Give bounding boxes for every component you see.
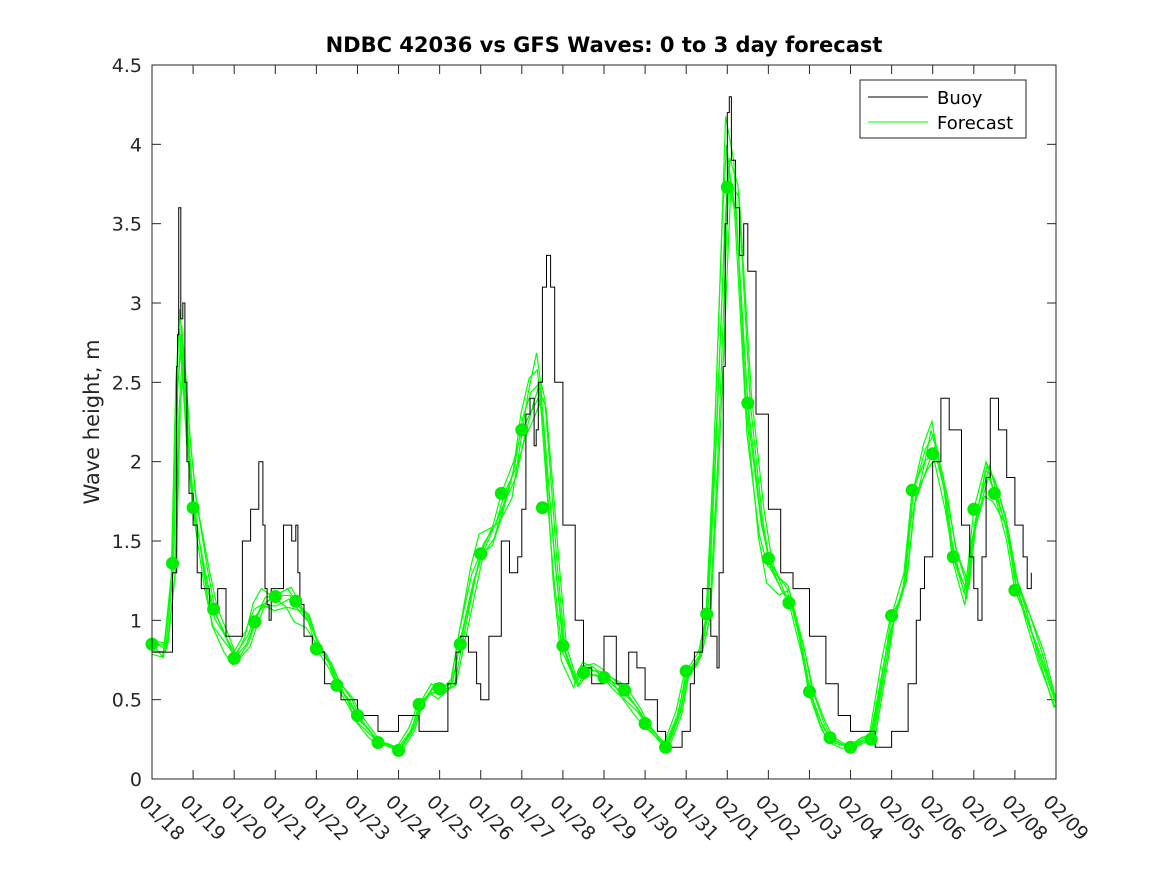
y-tick-labels: 0 0.5 1 1.5 2 2.5 3 3.5 4 4.5 [112, 55, 142, 791]
forecast-marker [166, 556, 179, 570]
forecast-marker [227, 651, 241, 665]
forecast-line [151, 145, 1056, 749]
forecast-marker [453, 637, 467, 651]
forecast-marker [597, 671, 611, 684]
forecast-line [151, 116, 1055, 749]
y-tick-label: 4.5 [112, 55, 142, 77]
legend-buoy-label: Buoy [937, 88, 983, 109]
forecast-marker [474, 547, 488, 561]
forecast-marker [782, 596, 796, 610]
forecast-marker [905, 483, 919, 497]
forecast-marker [556, 639, 570, 653]
chart-title: NDBC 42036 vs GFS Waves: 0 to 3 day fore… [326, 33, 883, 57]
forecast-marker [330, 678, 344, 692]
y-tick-label: 1 [130, 610, 142, 632]
forecast-marker [987, 486, 1001, 500]
forecast-marker [638, 717, 652, 730]
forecast-marker [844, 740, 857, 754]
y-tick-label: 2.5 [112, 372, 142, 394]
y-tick-label: 4 [130, 134, 142, 156]
forecast-marker [392, 743, 405, 757]
forecast-marker [967, 502, 981, 516]
axes-box [151, 64, 1057, 780]
y-tick-label: 1.5 [112, 531, 142, 553]
y-axis-label: Wave height, m [80, 339, 104, 504]
forecast-marker [700, 607, 714, 621]
forecast-marker [577, 666, 590, 680]
forecast-marker [926, 447, 940, 461]
forecast-marker [535, 501, 549, 515]
forecast-marker [412, 697, 426, 711]
forecast-marker [761, 552, 775, 565]
forecast-marker [885, 609, 899, 623]
y-tick-label: 3.5 [112, 214, 142, 236]
forecast-marker [741, 396, 755, 410]
forecast-marker [351, 709, 364, 722]
forecast-markers [145, 180, 1022, 757]
forecast-marker [823, 731, 837, 745]
y-tick-label: 2 [130, 452, 142, 474]
forecast-marker [1008, 583, 1022, 597]
forecast-marker [186, 501, 200, 515]
y-tick-label: 0 [130, 769, 142, 791]
forecast-marker [946, 550, 960, 564]
forecast-marker [433, 682, 447, 696]
forecast-marker [248, 615, 262, 629]
buoy-line [152, 96, 1032, 748]
y-tick-label: 3 [130, 293, 142, 315]
forecast-marker [268, 590, 282, 603]
forecast-marker [494, 486, 508, 500]
legend-box [859, 79, 1027, 139]
forecast-marker [309, 642, 323, 656]
forecast-marker [371, 736, 385, 749]
legend: Buoy Forecast [859, 79, 1027, 139]
forecast-marker [679, 664, 693, 678]
forecast-marker [720, 180, 734, 194]
legend-forecast-label: Forecast [937, 113, 1013, 134]
y-tick-label: 0.5 [112, 690, 142, 712]
forecast-marker [289, 594, 303, 608]
forecast-marker [515, 423, 529, 437]
forecast-marker [207, 602, 221, 616]
forecast-marker [618, 683, 631, 697]
forecast-marker [803, 685, 816, 699]
forecast-marker [659, 740, 673, 754]
forecast-marker [864, 732, 878, 746]
